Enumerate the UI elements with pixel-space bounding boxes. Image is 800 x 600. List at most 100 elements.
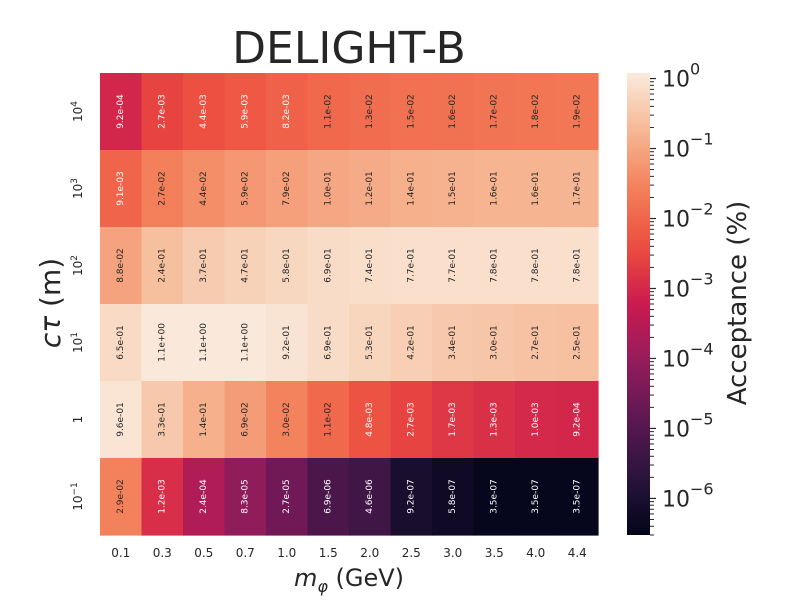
heatmap-cell: [515, 381, 558, 459]
cell-value-label: 1.0e-01: [323, 171, 333, 206]
cell-value-label: 9.2e-07: [406, 479, 416, 514]
heatmap-cell: [473, 381, 516, 459]
heatmap-cell: [432, 150, 475, 228]
heatmap-cell: [224, 73, 267, 151]
heatmap-cell: [390, 381, 433, 459]
heatmap-cell: [349, 304, 392, 382]
cell-value-label: 2.4e-04: [199, 479, 209, 514]
cell-value-label: 1.6e-01: [531, 171, 541, 206]
cell-value-label: 6.9e-01: [323, 248, 333, 283]
heatmap-cell: [307, 227, 350, 305]
cell-value-label: 1.6e-02: [448, 94, 458, 129]
chart-title: DELIGHT-B: [232, 23, 466, 74]
x-tick-label: 2.0: [360, 546, 379, 560]
heatmap-cell: [141, 227, 184, 305]
x-tick-label: 1.0: [277, 546, 296, 560]
heatmap-cell: [141, 150, 184, 228]
y-tick-label: 1: [71, 416, 85, 424]
cell-value-label: 5.8e-07: [448, 479, 458, 514]
cell-value-label: 2.7e-05: [282, 479, 292, 514]
x-tick-label: 0.1: [111, 546, 130, 560]
colorbar-minor-ticks: [650, 81, 654, 536]
cell-value-label: 2.5e-01: [572, 325, 582, 360]
heatmap-cell: [266, 227, 309, 305]
heatmap-cell: [307, 304, 350, 382]
cell-value-label: 2.7e-03: [157, 94, 167, 129]
heatmap-cell: [515, 304, 558, 382]
y-tick-label: 103: [70, 178, 85, 199]
cell-value-label: 7.8e-01: [531, 248, 541, 283]
cell-value-label: 1.3e-03: [489, 402, 499, 437]
heatmap-cell: [266, 150, 309, 228]
colorbar-tick-label: 10−4: [662, 339, 714, 372]
heatmap-cell: [141, 458, 184, 536]
cell-value-label: 3.0e-02: [282, 402, 292, 437]
cell-value-label: 3.5e-07: [489, 479, 499, 514]
x-tick-label: 2.5: [402, 546, 421, 560]
cell-value-label: 9.2e-04: [572, 402, 582, 437]
heatmap-cell: [556, 381, 599, 459]
y-tick-label: 101: [70, 332, 85, 353]
heatmap-cell: [224, 150, 267, 228]
heatmap-cell: [390, 458, 433, 536]
heatmap-cell: [432, 304, 475, 382]
x-tick-label: 3.0: [443, 546, 462, 560]
cell-value-label: 7.7e-01: [448, 248, 458, 283]
y-axis-title: cτ (m): [34, 258, 67, 348]
heatmap-cell: [307, 381, 350, 459]
heatmap-cell: [515, 227, 558, 305]
heatmap-cell: [183, 304, 226, 382]
cell-value-label: 4.6e-06: [365, 479, 375, 514]
colorbar-tick-label: 10−6: [662, 479, 714, 512]
heatmap-cell: [349, 227, 392, 305]
cell-value-label: 7.7e-01: [406, 248, 416, 283]
cell-value-label: 8.3e-05: [240, 479, 250, 514]
colorbar-label: Acceptance (%): [723, 201, 753, 406]
cell-value-label: 1.7e-01: [572, 171, 582, 206]
cell-value-label: 1.4e-01: [199, 402, 209, 437]
cell-value-label: 7.8e-01: [489, 248, 499, 283]
x-tick-label: 4.4: [568, 546, 587, 560]
heatmap-cell: [100, 227, 143, 305]
colorbar-tick-labels: 100 10−1 10−2 10−3 10−4 10−5 10−6: [650, 60, 714, 512]
heatmap-cell: [100, 150, 143, 228]
cell-value-label: 1.1e+00: [199, 323, 209, 362]
heatmap-cell: [556, 227, 599, 305]
heatmap-cell: [183, 73, 226, 151]
x-tick-label: 0.7: [236, 546, 255, 560]
cell-value-label: 4.2e-01: [406, 325, 416, 360]
x-tick-label: 1.5: [319, 546, 338, 560]
cell-value-label: 8.8e-02: [116, 248, 126, 283]
cell-value-label: 1.1e+00: [157, 323, 167, 362]
cell-value-label: 9.2e-04: [116, 94, 126, 129]
heatmap-cell: [473, 304, 516, 382]
cell-value-label: 1.5e-01: [448, 171, 458, 206]
cell-value-label: 1.0e-03: [531, 402, 541, 437]
heatmap-cell: [390, 227, 433, 305]
heatmap-cell: [473, 227, 516, 305]
cell-value-label: 5.8e-01: [282, 248, 292, 283]
heatmap-cell: [432, 458, 475, 536]
cell-value-label: 3.5e-07: [572, 479, 582, 514]
heatmap-cell: [266, 381, 309, 459]
y-tick-label: 102: [70, 255, 85, 276]
cell-value-label: 3.5e-07: [531, 479, 541, 514]
cell-value-label: 9.1e-03: [116, 171, 126, 206]
heatmap-cell: [556, 150, 599, 228]
heatmap-cell: [349, 150, 392, 228]
heatmap-cell: [266, 73, 309, 151]
x-axis-title: mφ (GeV): [294, 564, 404, 596]
cell-value-label: 6.9e-02: [240, 402, 250, 437]
cell-value-label: 1.5e-02: [406, 94, 416, 129]
heatmap-cells: 9.2e-04 2.7e-03 4.4e-03 5.9e-03 8.2e-03 1.1e-…: [100, 73, 599, 536]
colorbar-tick-label: 10−2: [662, 199, 714, 232]
cell-value-label: 9.2e-01: [282, 325, 292, 360]
heatmap-cell: [349, 73, 392, 151]
cell-value-label: 3.3e-01: [157, 402, 167, 437]
heatmap-cell: [183, 381, 226, 459]
x-tick-label: 0.5: [194, 546, 213, 560]
colorbar-tick-label: 100: [662, 60, 700, 93]
heatmap-cell: [141, 73, 184, 151]
heatmap-cell: [556, 304, 599, 382]
